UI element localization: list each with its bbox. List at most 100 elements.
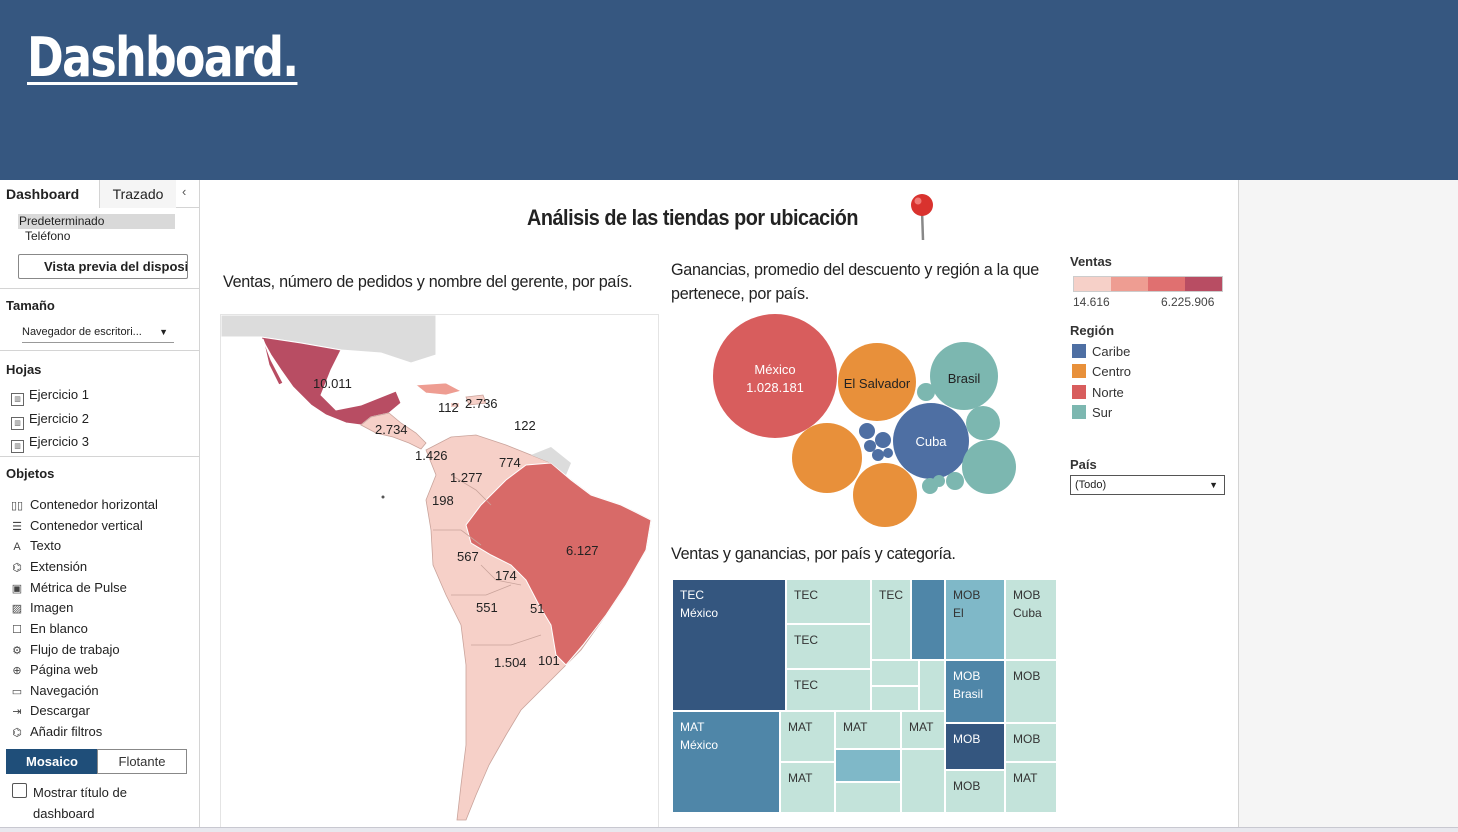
treemap-cell[interactable]: MAT — [835, 711, 901, 749]
treemap-cell[interactable]: MOB — [1005, 660, 1057, 723]
show-title-checkbox[interactable] — [12, 783, 27, 798]
sales-map[interactable] — [220, 314, 659, 828]
device-phone[interactable]: Teléfono — [25, 229, 71, 243]
treemap-cell[interactable]: MAT — [1005, 762, 1057, 813]
treemap-cell[interactable]: MOB — [1005, 723, 1057, 762]
bubble-sur[interactable] — [966, 406, 1000, 440]
legend-label: Caribe — [1092, 344, 1131, 359]
navigation-icon: ▭ — [11, 686, 23, 698]
treemap-cell[interactable] — [835, 749, 901, 782]
vertical-container-icon: ☰ — [12, 521, 22, 533]
legend-item-sur[interactable]: Sur — [1072, 405, 1112, 421]
device-default[interactable]: Predeterminado — [18, 214, 175, 229]
object-item[interactable]: A Texto — [10, 537, 61, 555]
sheet-item[interactable]: ▥ Ejercicio 2 — [11, 410, 89, 430]
legend-item-centro[interactable]: Centro — [1072, 364, 1131, 380]
map-label: 567 — [457, 549, 479, 564]
treemap-cell[interactable] — [835, 782, 901, 813]
object-item[interactable]: ▯▯ Contenedor horizontal — [10, 496, 158, 514]
map-region-jamaica — [451, 403, 459, 407]
object-item[interactable]: ☰ Contenedor vertical — [10, 517, 143, 535]
bottom-scrollbar[interactable] — [0, 827, 1458, 832]
country-filter-value: (Todo) — [1075, 479, 1107, 491]
object-item[interactable]: ⌬ Extensión — [10, 558, 87, 576]
size-dropdown[interactable]: Navegador de escritori... ▼ — [22, 323, 174, 343]
map-region-hispaniola[interactable] — [465, 394, 487, 406]
object-item[interactable]: ⊕ Página web — [10, 661, 98, 679]
objects-heading: Objetos — [6, 466, 55, 481]
bubble-brasil[interactable] — [930, 342, 998, 410]
collapse-icon[interactable]: ‹ — [182, 184, 187, 199]
object-item[interactable]: ▣ Métrica de Pulse — [10, 579, 127, 597]
object-item[interactable]: ⚙ Flujo de trabajo — [10, 641, 120, 659]
map-region-brazil[interactable] — [465, 462, 652, 666]
bubble-centro[interactable] — [853, 463, 917, 527]
bubble-cuba[interactable] — [893, 403, 969, 479]
treemap-cell[interactable]: TEC — [786, 669, 871, 711]
legend-item-norte[interactable]: Norte — [1072, 385, 1124, 401]
treemap-cell[interactable]: MOB — [945, 723, 1005, 770]
bubble-sur[interactable] — [933, 475, 945, 487]
treemap-cell[interactable]: TEC — [786, 624, 871, 669]
web-page-icon: ⊕ — [12, 665, 22, 677]
object-item[interactable]: ▨ Imagen — [10, 599, 74, 617]
treemap-cell[interactable] — [871, 660, 919, 686]
cell-category: MOB — [953, 732, 981, 746]
bubble-el-salvador[interactable] — [838, 343, 916, 421]
bubble-sur[interactable] — [962, 440, 1016, 494]
object-item[interactable]: ⇥ Descargar — [10, 702, 90, 720]
floating-toggle[interactable]: Flotante — [97, 749, 187, 774]
map-label: 774 — [499, 455, 521, 470]
object-item[interactable]: ☐ En blanco — [10, 620, 88, 638]
sheet-item[interactable]: ▥ Ejercicio 3 — [11, 433, 89, 453]
sheet-label: Ejercicio 2 — [29, 411, 89, 426]
sheet-label: Ejercicio 1 — [29, 387, 89, 402]
treemap-cell[interactable]: MOB El — [945, 579, 1005, 660]
legend-item-caribe[interactable]: Caribe — [1072, 344, 1130, 360]
bubble-caribe[interactable] — [859, 423, 875, 439]
sheet-item[interactable]: ▥ Ejercicio 1 — [11, 386, 89, 406]
treemap-cell[interactable]: TEC — [871, 579, 911, 660]
cell-category: MAT — [788, 771, 813, 785]
treemap-chart[interactable]: TEC México TEC TEC TEC TEC MOB El MOB Cuba … — [672, 579, 1057, 813]
bubble-caribe[interactable] — [883, 448, 893, 458]
bubble-sur[interactable] — [946, 472, 964, 490]
device-preview-button[interactable]: Vista previa del dispositivo — [18, 254, 188, 279]
treemap-cell[interactable]: MOB Brasil — [945, 660, 1005, 723]
treemap-cell[interactable]: MOB Cuba — [1005, 579, 1057, 660]
treemap-cell[interactable]: MAT México — [672, 711, 780, 813]
treemap-cell[interactable] — [911, 579, 945, 660]
treemap-cell[interactable] — [919, 660, 945, 711]
country-filter-dropdown[interactable]: (Todo) ▼ — [1070, 475, 1225, 495]
divider — [0, 456, 200, 457]
bubble-caribe[interactable] — [864, 440, 876, 452]
tab-dashboard[interactable]: Dashboard — [0, 180, 100, 208]
tiled-toggle[interactable]: Mosaico — [6, 749, 98, 774]
map-region-mexico[interactable] — [260, 336, 402, 426]
map-region-cuba[interactable] — [414, 382, 463, 396]
bubble-caribe[interactable] — [872, 449, 884, 461]
legend-swatch — [1072, 385, 1086, 399]
treemap-cell[interactable]: MAT — [780, 762, 835, 813]
object-label: Métrica de Pulse — [30, 580, 127, 595]
treemap-cell[interactable] — [871, 686, 919, 711]
bubble-sur[interactable] — [917, 383, 935, 401]
ramp-step — [1074, 277, 1111, 291]
treemap-cell[interactable]: MAT — [901, 711, 945, 749]
treemap-cell[interactable]: TEC México — [672, 579, 786, 711]
object-item[interactable]: ▭ Navegación — [10, 682, 99, 700]
bubble-centro[interactable] — [792, 423, 862, 493]
bubble-caribe[interactable] — [875, 432, 891, 448]
treemap-cell[interactable]: MAT — [780, 711, 835, 762]
object-label: Flujo de trabajo — [30, 642, 120, 657]
object-item[interactable]: ⌬ Añadir filtros — [10, 723, 102, 741]
tab-layout[interactable]: Trazado — [100, 180, 176, 208]
legend-swatch — [1072, 405, 1086, 419]
bubble-mexico[interactable] — [713, 314, 837, 438]
treemap-cell[interactable] — [901, 749, 945, 813]
bubble-chart[interactable]: México 1.028.181 El Salvador Brasil Cuba — [671, 308, 1061, 528]
map-label: 10.011 — [313, 376, 352, 391]
treemap-cell[interactable]: TEC — [786, 579, 871, 624]
treemap-cell[interactable]: MOB — [945, 770, 1005, 813]
map-region-central-america[interactable] — [360, 412, 427, 450]
